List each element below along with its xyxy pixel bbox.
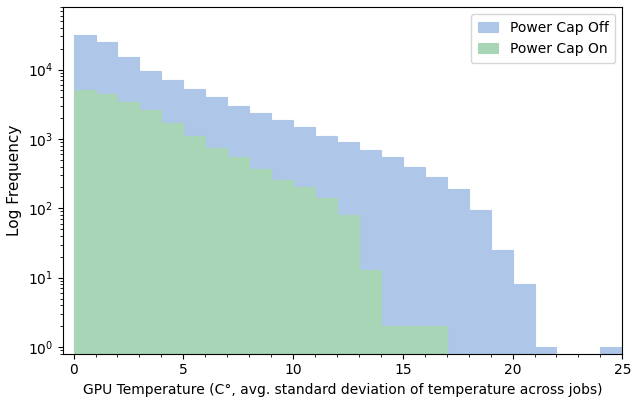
Legend: Power Cap Off, Power Cap On: Power Cap Off, Power Cap On — [471, 14, 616, 63]
X-axis label: GPU Temperature (C°, avg. standard deviation of temperature across jobs): GPU Temperature (C°, avg. standard devia… — [83, 383, 602, 397]
Y-axis label: Log Frequency: Log Frequency — [7, 125, 22, 236]
